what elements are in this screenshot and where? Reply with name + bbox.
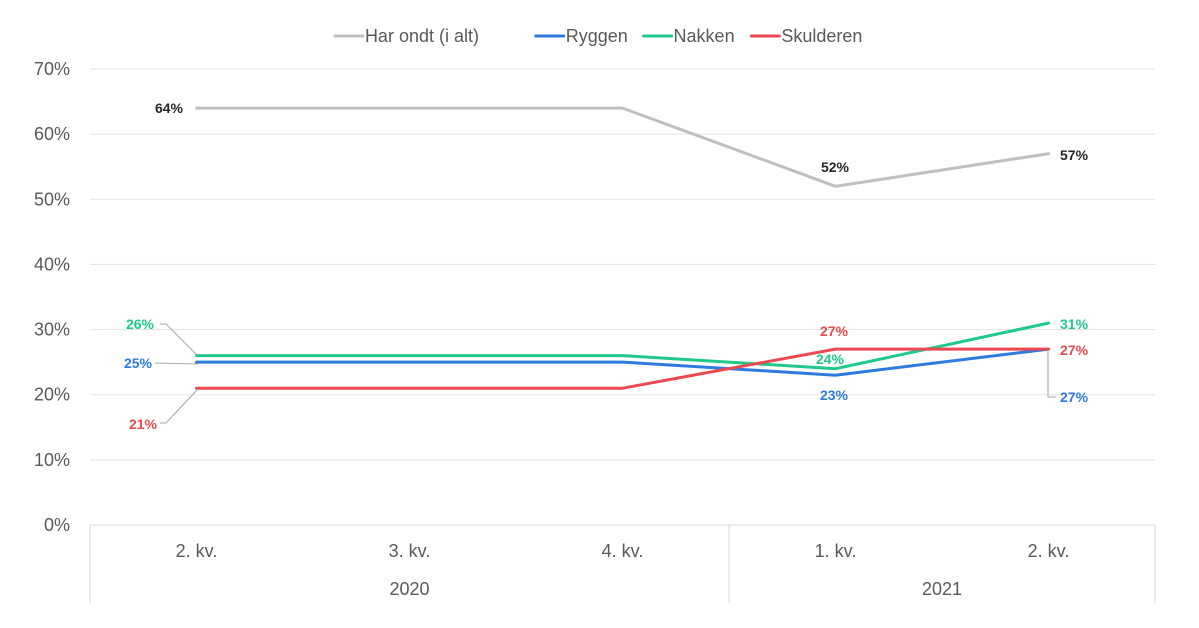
x-tick-label: 1. kv. [815,541,857,561]
data-labels: 64% 52% 57% 25% 23% 27% 26% 24% 31% 21% 27% 27% [124,100,1089,432]
series-line-nakken [195,321,1050,371]
series-line-har-ondt-i-alt [195,106,1050,188]
data-label: 31% [1060,316,1089,332]
y-tick-label: 70% [34,59,70,79]
data-label: 52% [821,159,850,175]
x-tick-label: 2. kv. [176,541,218,561]
x-tick-label: 4. kv. [602,541,644,561]
x-group-label: 2020 [389,579,429,599]
data-label: 64% [155,100,184,116]
leader-line [160,388,199,424]
y-tick-label: 50% [34,189,70,209]
leader-line [1047,350,1056,398]
legend: Har ondt (i alt) Ryggen Nakken Skulderen [333,26,862,46]
data-label: 26% [126,316,155,332]
legend-entry: Nakken [674,26,735,46]
leader-line [154,362,199,365]
series-line-skulderen [195,347,1050,390]
y-tick-label: 40% [34,254,70,274]
data-label: 27% [1060,342,1089,358]
legend-entry: Skulderen [781,26,862,46]
grid [90,68,1155,526]
data-label: 27% [820,323,849,339]
data-label: 24% [816,351,845,367]
y-tick-label: 0% [44,515,70,535]
series-line-ryggen [195,347,1050,377]
y-tick-label: 30% [34,320,70,340]
x-tick-label: 3. kv. [389,541,431,561]
data-label: 57% [1060,147,1089,163]
y-tick-label: 20% [34,385,70,405]
series [195,106,1050,390]
data-label: 21% [129,416,158,432]
leader-line [160,323,199,357]
legend-entry: Ryggen [566,26,628,46]
y-tick-label: 60% [34,124,70,144]
y-tick-label: 10% [34,450,70,470]
data-label: 27% [1060,389,1089,405]
axes: 0% 10% 20% 30% 40% 50% 60% 70% 2. kv. 3. kv. 4. kv… [34,59,1156,603]
legend-entry: Har ondt (i alt) [365,26,479,46]
x-tick-label: 2. kv. [1028,541,1070,561]
data-label: 23% [820,387,849,403]
data-label: 25% [124,355,153,371]
x-group-label: 2021 [922,579,962,599]
